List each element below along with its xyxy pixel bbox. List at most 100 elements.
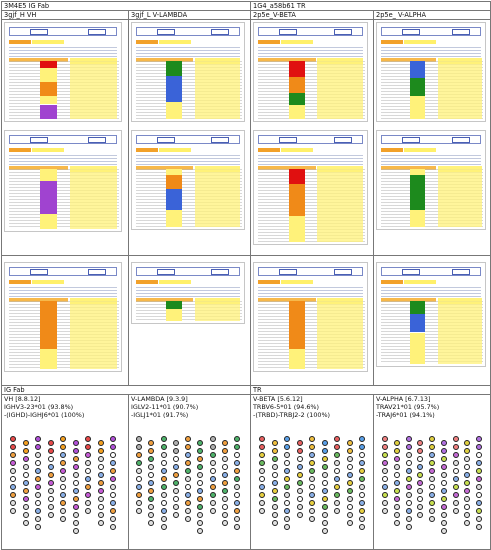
residue-dot <box>110 452 116 458</box>
residue-dot <box>271 464 278 470</box>
residue-dot <box>405 500 412 506</box>
residue-dot <box>10 444 16 450</box>
residue-dot <box>35 476 41 482</box>
residue-dot <box>148 488 155 494</box>
ig-fab-bottom-header-cell: IG Fab <box>0 385 252 395</box>
residue-dot <box>334 460 340 466</box>
residue-dot <box>110 436 116 442</box>
residue-dot <box>359 508 365 514</box>
residue-dot <box>47 440 54 446</box>
residue-dot <box>35 516 41 522</box>
residue-dot <box>136 492 142 498</box>
residue-dot <box>405 492 412 498</box>
residue-dot <box>440 504 447 510</box>
residue-dot <box>476 476 482 482</box>
residue-dot <box>259 452 265 458</box>
residue-dot <box>10 476 16 482</box>
residue-dot <box>429 436 435 442</box>
residue-dot <box>160 452 167 458</box>
residue-dot <box>10 508 16 514</box>
residue-dot <box>22 512 29 518</box>
residue-dot <box>452 444 459 450</box>
residue-dot <box>110 508 116 514</box>
residue-dot <box>346 464 353 470</box>
residue-dot <box>97 488 104 494</box>
residue-dot <box>464 472 471 478</box>
residue-dot <box>185 492 191 498</box>
residue-dot <box>197 480 204 486</box>
residue-dot <box>60 444 66 450</box>
residue-dot <box>22 496 29 502</box>
residue-dot <box>47 480 54 486</box>
residue-dot <box>429 460 435 466</box>
vlambda-caption-line2: IGLV2-11*01 (90.7%) <box>131 403 199 411</box>
residue-dot <box>97 480 104 486</box>
residue-dot <box>148 472 155 478</box>
tr-header-cell: 1G4_a58b61 TR <box>250 1 491 11</box>
residue-dot <box>429 508 435 514</box>
residue-dot <box>309 452 315 458</box>
residue-dot <box>452 460 459 466</box>
residue-dot <box>160 436 167 442</box>
residue-dot <box>234 444 240 450</box>
vh-caption-line3: -(IGHD)-IGHJ6*01 (100%) <box>4 411 85 419</box>
residue-dot <box>309 516 315 522</box>
residue-dot <box>97 464 104 470</box>
residue-dot <box>405 484 412 490</box>
residue-dot <box>321 496 328 502</box>
residue-dot <box>97 472 104 478</box>
residue-dot <box>97 504 104 510</box>
residue-dot <box>35 452 41 458</box>
residue-dot <box>382 500 388 506</box>
residue-dot <box>160 468 167 474</box>
residue-dot <box>234 436 240 442</box>
residue-dot <box>440 440 447 446</box>
residue-dot <box>271 488 278 494</box>
residue-dot <box>22 520 29 526</box>
residue-dot <box>405 476 412 482</box>
residue-dot <box>393 504 400 510</box>
residue-dot <box>221 464 228 470</box>
residue-dot <box>209 508 216 514</box>
residue-dot <box>259 484 265 490</box>
residue-dot <box>476 452 482 458</box>
residue-dot <box>209 500 216 506</box>
residue-dot <box>60 452 66 458</box>
residue-dot <box>234 476 240 482</box>
residue-dot <box>284 484 290 490</box>
vbeta-caption-line2: TRBV6-5*01 (94.6%) <box>253 403 320 411</box>
residue-dot <box>393 512 400 518</box>
residue-dot <box>85 500 91 506</box>
residue-dot <box>359 492 365 498</box>
residue-dot <box>47 448 54 454</box>
vbeta-subheader: 2p5e_V-BETA <box>253 11 296 19</box>
residue-dot <box>417 512 424 518</box>
residue-dot <box>309 492 315 498</box>
residue-dot <box>359 500 365 506</box>
residue-dot <box>47 496 54 502</box>
residue-dot <box>393 464 400 470</box>
residue-dot <box>10 500 16 506</box>
valpha-caption-line2: TRAV21*01 (95.7%) <box>376 403 440 411</box>
residue-dot <box>10 468 16 474</box>
residue-dot <box>197 448 204 454</box>
residue-dot <box>160 484 167 490</box>
residue-dot <box>197 464 204 470</box>
residue-dot <box>271 448 278 454</box>
residue-dot <box>185 484 191 490</box>
ig-fab-header-cell: 3M4E5 IG Fab <box>0 1 252 11</box>
residue-dot <box>185 436 191 442</box>
residue-dot <box>85 468 91 474</box>
residue-dot <box>136 444 142 450</box>
residue-dot <box>321 528 328 534</box>
residue-dot <box>35 508 41 514</box>
residue-dot <box>160 508 167 514</box>
residue-dot <box>271 512 278 518</box>
residue-dot <box>72 512 79 518</box>
residue-dot <box>136 452 142 458</box>
vlambda-thumb-2 <box>131 130 245 230</box>
residue-dot <box>296 504 303 510</box>
residue-dot <box>148 480 155 486</box>
valpha-caption-line1: V-ALPHA [6.7.13] <box>376 395 431 404</box>
residue-dot <box>136 500 142 506</box>
